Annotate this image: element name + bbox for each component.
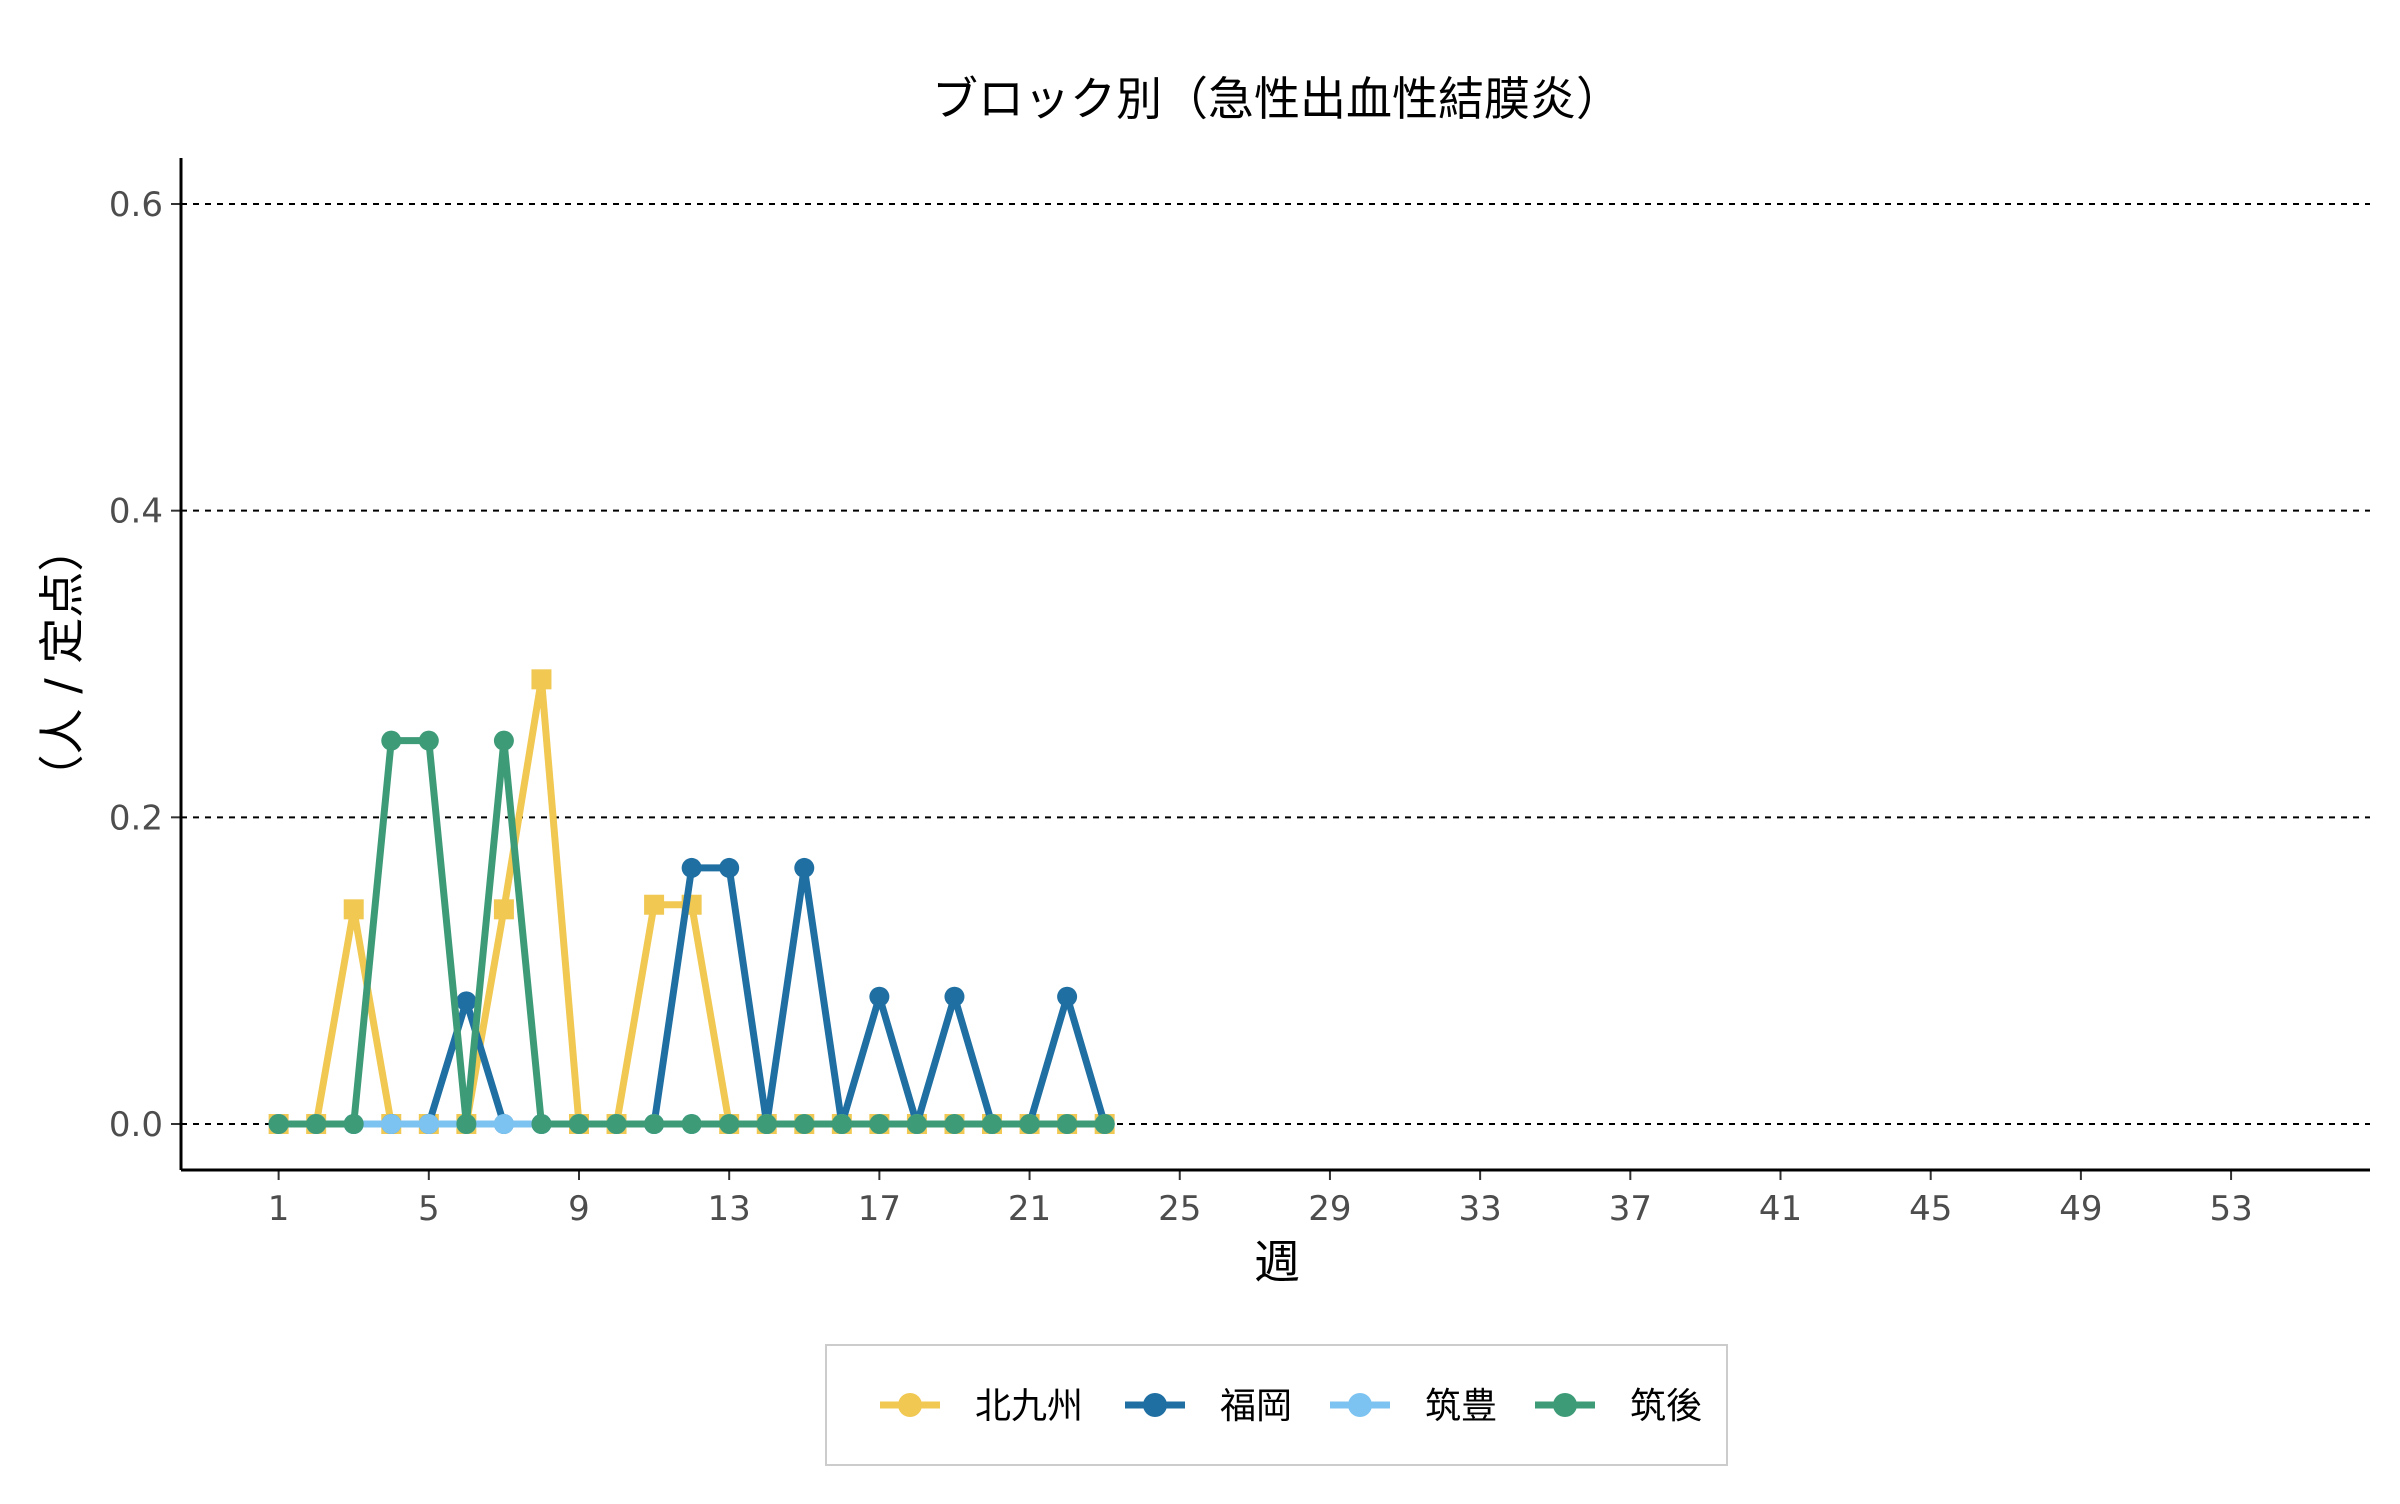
data-point	[531, 1114, 552, 1134]
series-layer	[268, 669, 1115, 1134]
x-tick-label: 25	[1158, 1189, 1201, 1229]
legend-marker-swatch	[1348, 1393, 1372, 1417]
x-tick-label: 5	[418, 1189, 440, 1229]
legend-marker-swatch	[898, 1393, 922, 1417]
data-point	[794, 1114, 815, 1134]
gridlines	[181, 203, 2370, 1125]
data-point	[418, 1114, 439, 1134]
legend-marker-swatch	[1553, 1393, 1577, 1417]
x-tick-label: 33	[1458, 1189, 1501, 1229]
data-point	[343, 1114, 364, 1134]
data-point	[381, 730, 402, 751]
data-point	[569, 1114, 589, 1134]
legend-item: 筑後	[1535, 1386, 1702, 1427]
data-point	[381, 1114, 402, 1134]
x-tick-label: 1	[268, 1189, 290, 1229]
data-point	[456, 1114, 477, 1134]
tick-labels: 0.0 0.2 0.4 0.6 1 5 9 13 17 21 25 29 33 37 41 45 49 53	[109, 185, 2253, 1229]
data-point	[644, 894, 665, 915]
x-tick-label: 41	[1759, 1189, 1802, 1229]
chart-title: ブロック別（急性出血性結膜炎）	[932, 72, 1622, 126]
legend: 北九州 福岡 筑豊 筑後	[825, 1344, 1728, 1466]
x-tick-label: 37	[1609, 1189, 1652, 1229]
data-point	[944, 986, 965, 1007]
legend-label: 筑後	[1630, 1386, 1702, 1427]
data-point	[1094, 1114, 1115, 1134]
data-point	[606, 1114, 627, 1134]
data-point	[794, 857, 815, 878]
data-point	[719, 1114, 740, 1134]
y-tick-label: 0.6	[109, 185, 163, 225]
data-point	[644, 1114, 665, 1134]
legend-item: 筑豊	[1330, 1386, 1497, 1427]
data-point	[493, 730, 514, 751]
data-point	[418, 730, 439, 751]
data-point	[869, 1114, 890, 1134]
series-筑後	[268, 730, 1115, 1134]
x-tick-label: 13	[708, 1189, 751, 1229]
data-point	[1057, 1114, 1078, 1134]
y-axis-title: （人 / 定点）	[35, 526, 89, 801]
data-point	[681, 1114, 702, 1134]
data-point	[719, 857, 740, 878]
legend-item: 北九州	[880, 1386, 1083, 1427]
data-point	[456, 991, 477, 1012]
y-tick-label: 0.2	[109, 798, 163, 838]
x-tick-label: 21	[1008, 1189, 1051, 1229]
x-tick-label: 53	[2209, 1189, 2252, 1229]
data-point	[531, 669, 552, 690]
legend-label: 福岡	[1220, 1386, 1292, 1427]
data-point	[343, 899, 364, 920]
series-line	[275, 737, 1109, 1128]
x-tick-label: 29	[1308, 1189, 1351, 1229]
x-axis-title: 週	[1254, 1235, 1300, 1289]
x-tick-label: 45	[1909, 1189, 1952, 1229]
data-point	[1019, 1114, 1040, 1134]
legend-item: 福岡	[1125, 1386, 1292, 1427]
axes	[171, 158, 2370, 1180]
x-tick-label: 9	[568, 1189, 590, 1229]
data-point	[944, 1114, 965, 1134]
data-point	[1057, 986, 1078, 1007]
y-tick-label: 0.0	[109, 1105, 163, 1145]
data-point	[756, 1114, 777, 1134]
data-point	[493, 1114, 514, 1134]
legend-label: 北九州	[975, 1386, 1083, 1427]
data-point	[681, 857, 702, 878]
x-tick-label: 17	[858, 1189, 901, 1229]
data-point	[268, 1114, 289, 1134]
data-point	[906, 1114, 927, 1134]
legend-marker-swatch	[1143, 1393, 1167, 1417]
y-tick-label: 0.4	[109, 492, 163, 532]
data-point	[869, 986, 890, 1007]
data-point	[831, 1114, 852, 1134]
data-point	[306, 1114, 327, 1134]
legend-items: 北九州 福岡 筑豊 筑後	[880, 1386, 1702, 1427]
legend-label: 筑豊	[1425, 1386, 1497, 1427]
x-tick-label: 49	[2059, 1189, 2102, 1229]
data-point	[493, 899, 514, 920]
data-point	[982, 1114, 1003, 1134]
